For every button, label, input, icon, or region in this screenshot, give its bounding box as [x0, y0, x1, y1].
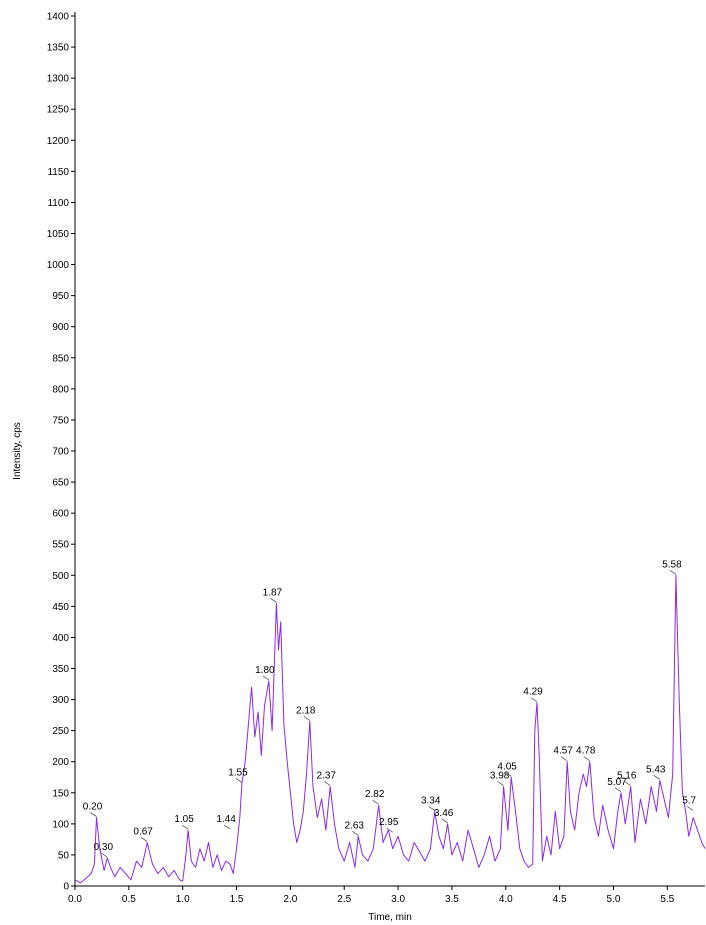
peak-label: 2.82	[365, 789, 385, 800]
peak-label: 4.05	[497, 761, 517, 772]
peak-label: 5.58	[662, 559, 682, 570]
y-tick-label: 200	[52, 757, 69, 768]
x-tick-label: 5.0	[607, 894, 621, 905]
peak-leader	[270, 597, 277, 603]
y-tick-label: 300	[52, 695, 69, 706]
y-tick-label: 750	[52, 415, 69, 426]
y-tick-label: 1150	[47, 167, 69, 178]
y-tick-label: 1250	[47, 105, 70, 116]
peak-annotations: 0.20 0.30 0.67 1.05 1.44 1.55 1.80 1.87 2.18 2.37…	[83, 559, 697, 858]
peak-leader	[372, 799, 379, 805]
y-tick-label: 1300	[47, 74, 70, 85]
y-tick-label: 850	[52, 353, 69, 364]
y-tick-label: 800	[52, 384, 69, 395]
x-tick-label: 1.5	[230, 894, 244, 905]
peak-leader	[140, 837, 148, 842]
y-tick-label: 600	[52, 509, 69, 520]
y-tick-label: 1000	[47, 260, 70, 271]
y-tick-label: 1200	[47, 136, 70, 147]
y-tick-label: 400	[52, 633, 69, 644]
x-tick-label: 5.5	[660, 894, 674, 905]
peak-label: 4.57	[553, 746, 573, 757]
peak-label: 5.07	[607, 777, 627, 788]
x-tick-label: 4.5	[553, 894, 567, 905]
peak-leader	[497, 781, 504, 786]
peak-leader	[504, 771, 512, 777]
peak-label: 1.87	[263, 587, 283, 598]
peak-label: 1.80	[255, 665, 275, 676]
y-tick-label: 50	[58, 850, 70, 861]
peak-leader	[560, 756, 568, 762]
peak-leader	[653, 775, 660, 780]
peak-leader	[352, 830, 359, 836]
peak-label: 0.20	[83, 802, 103, 813]
peak-label: 1.55	[228, 767, 248, 778]
peak-leader	[235, 778, 243, 783]
peak-label: 3.46	[434, 808, 454, 819]
peak-leader	[181, 824, 189, 830]
peak-label: 5.7	[682, 795, 696, 806]
x-tick-label: 0.0	[68, 894, 82, 905]
x-tick-label: 3.5	[445, 894, 459, 905]
chromatogram-trace	[74, 574, 706, 884]
peak-label: 2.63	[344, 820, 364, 831]
peak-leader	[614, 787, 622, 793]
peak-label: 3.98	[490, 771, 510, 782]
peak-leader	[530, 697, 538, 703]
peak-leader	[441, 818, 448, 824]
y-tick-label: 350	[52, 664, 69, 675]
peak-label: 4.78	[576, 746, 596, 757]
y-tick-label: 1350	[47, 43, 70, 54]
y-tick-label: 450	[52, 602, 69, 613]
x-axis-title: Time, min	[368, 912, 412, 923]
y-tick-label: 0	[63, 882, 69, 893]
peak-leader	[303, 715, 310, 721]
x-tick-label: 4.0	[499, 894, 513, 905]
peak-leader	[428, 806, 435, 811]
peak-leader	[324, 781, 331, 786]
x-tick-label: 0.5	[122, 894, 136, 905]
peak-leader	[223, 824, 231, 830]
peak-leader	[624, 781, 631, 786]
peak-label: 0.67	[133, 827, 153, 838]
peak-label: 1.05	[174, 814, 194, 825]
x-tick-label: 1.0	[176, 894, 190, 905]
peak-leader	[90, 812, 97, 817]
peak-leader	[583, 756, 590, 762]
y-tick-label: 700	[52, 447, 69, 458]
peak-leader	[101, 852, 108, 858]
peak-label: 1.44	[216, 814, 236, 825]
peak-leader	[386, 827, 393, 833]
y-tick-label: 500	[52, 571, 69, 582]
y-tick-label: 150	[52, 788, 69, 799]
peak-label: 5.16	[617, 771, 637, 782]
axes	[74, 12, 705, 887]
peak-leader	[669, 569, 677, 575]
y-tick-label: 1050	[47, 229, 70, 240]
y-tick-label: 950	[52, 291, 69, 302]
peak-label: 3.34	[421, 795, 441, 806]
x-tick-label: 3.0	[391, 894, 405, 905]
x-tick-label: 2.0	[283, 894, 297, 905]
peak-label: 5.43	[646, 764, 666, 775]
y-tick-label: 1400	[47, 12, 70, 23]
peak-label: 4.29	[523, 687, 543, 698]
y-tick-label: 650	[52, 478, 69, 489]
peak-label: 2.37	[316, 771, 336, 782]
y-tick-label: 550	[52, 540, 69, 551]
y-tick-label: 250	[52, 726, 69, 737]
peak-label: 0.30	[94, 842, 114, 853]
peak-label: 2.95	[379, 817, 399, 828]
peak-label: 2.18	[296, 705, 316, 716]
x-axis-ticks: 0.0 0.5 1.0 1.5 2.0 2.5 3.0 3.5 4.0 4.5 5.0 5.5	[68, 886, 675, 905]
peak-leader	[686, 806, 694, 811]
y-tick-label: 1100	[47, 198, 69, 209]
y-tick-label: 100	[52, 819, 69, 830]
x-tick-label: 2.5	[337, 894, 351, 905]
y-axis-ticks: 0 50 100 150 200 250 300 350 400 450 500 550 600 650 7…	[47, 12, 75, 893]
y-axis-title: Intensity, cps	[12, 422, 23, 480]
y-tick-label: 900	[52, 322, 69, 333]
peak-leader	[262, 675, 270, 681]
